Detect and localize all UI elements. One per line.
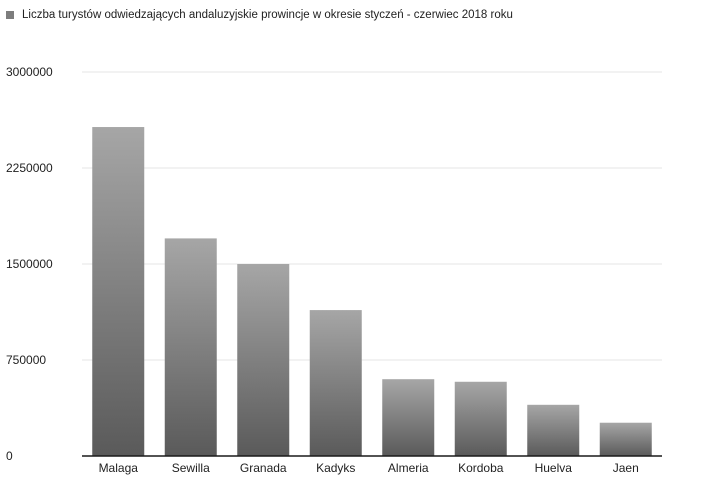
bar-kordoba: [454, 381, 507, 456]
y-axis: 0 750000 1500000 2250000 3000000: [6, 65, 53, 463]
x-tick-label: Huelva: [535, 461, 573, 475]
legend-swatch: [6, 11, 14, 19]
y-tick-label: 750000: [6, 353, 46, 367]
bar-huelva: [527, 404, 580, 456]
y-tick-label: 2250000: [6, 161, 53, 175]
bar-almeria: [382, 379, 435, 456]
bar-jaen: [599, 422, 652, 456]
bar-granada: [237, 264, 290, 456]
legend-label: Liczba turystów odwiedzających andaluzyj…: [22, 9, 513, 21]
y-tick-label: 1500000: [6, 257, 53, 271]
y-tick-label: 0: [6, 449, 13, 463]
x-tick-label: Granada: [240, 461, 287, 475]
legend: Liczba turystów odwiedzających andaluzyj…: [6, 7, 513, 23]
x-tick-label: Kadyks: [316, 461, 355, 475]
bar-kadyks: [309, 310, 362, 456]
x-axis: Malaga Sewilla Granada Kadyks Almeria Kordoba…: [82, 455, 662, 475]
x-tick-label: Kordoba: [458, 461, 504, 475]
bars: [92, 127, 652, 456]
x-tick-label: Jaen: [613, 461, 639, 475]
y-tick-label: 3000000: [6, 65, 53, 79]
bar-sewilla: [164, 238, 217, 456]
x-tick-label: Sewilla: [172, 461, 210, 475]
bar-malaga: [92, 127, 145, 456]
x-tick-label: Malaga: [99, 461, 139, 475]
x-tick-label: Almeria: [388, 461, 429, 475]
